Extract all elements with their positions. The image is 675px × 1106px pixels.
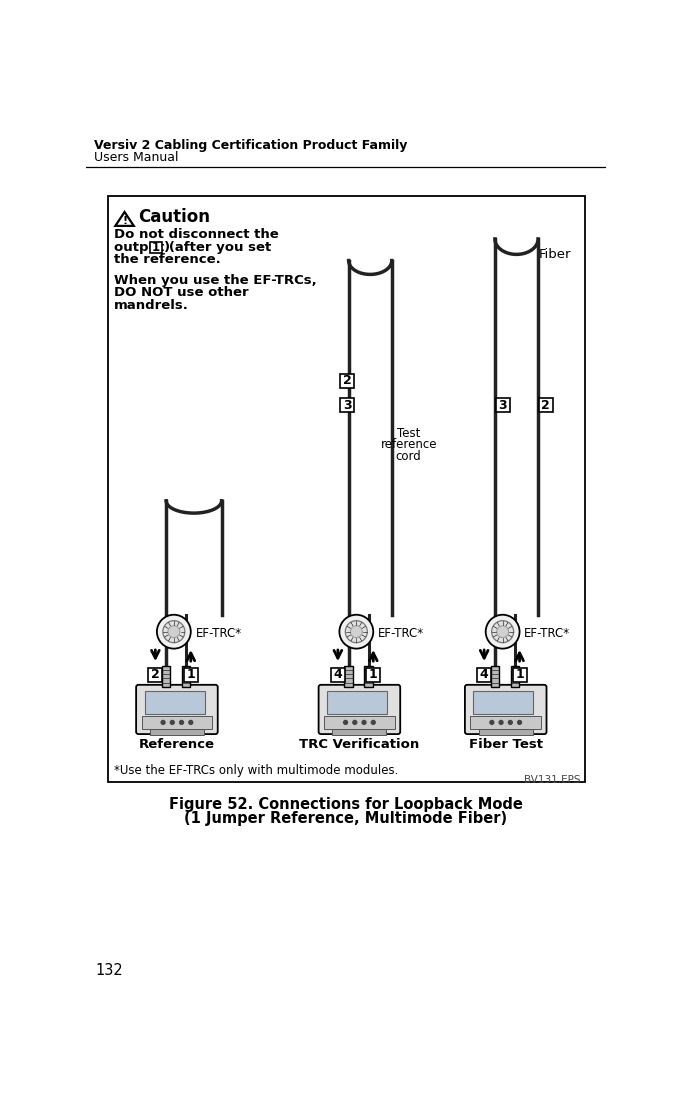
Bar — [470, 717, 541, 729]
Text: BV131.EPS: BV131.EPS — [524, 774, 580, 784]
Bar — [150, 729, 204, 734]
Polygon shape — [115, 212, 134, 226]
Text: 132: 132 — [95, 963, 123, 978]
Bar — [477, 668, 491, 681]
Bar — [512, 668, 527, 681]
Bar — [151, 242, 162, 253]
Text: EF-TRC*: EF-TRC* — [378, 627, 424, 639]
Bar — [331, 668, 345, 681]
Text: !: ! — [122, 216, 127, 226]
Text: Caution: Caution — [138, 208, 211, 227]
Text: ) after you set: ) after you set — [164, 241, 271, 254]
Circle shape — [500, 720, 503, 724]
Circle shape — [486, 615, 520, 648]
Bar — [162, 666, 170, 687]
Text: *Use the EF-TRCs only with multimode modules.: *Use the EF-TRCs only with multimode mod… — [114, 764, 398, 776]
Circle shape — [490, 720, 494, 724]
Text: 1: 1 — [152, 241, 160, 254]
Text: (1 Jumper Reference, Multimode Fiber): (1 Jumper Reference, Multimode Fiber) — [184, 812, 507, 826]
Text: 2: 2 — [541, 399, 550, 411]
Bar — [511, 666, 519, 687]
Text: Users Manual: Users Manual — [94, 150, 178, 164]
Bar — [340, 374, 354, 387]
Bar — [148, 668, 162, 681]
Circle shape — [508, 720, 512, 724]
Circle shape — [350, 626, 362, 637]
Text: Do not disconnect the: Do not disconnect the — [114, 228, 279, 241]
Bar — [491, 666, 500, 687]
Text: Test: Test — [397, 427, 421, 439]
Text: 1: 1 — [369, 668, 377, 681]
Circle shape — [344, 720, 348, 724]
Bar — [182, 666, 190, 687]
Circle shape — [371, 720, 375, 724]
Bar — [495, 398, 510, 413]
Circle shape — [362, 720, 366, 724]
Circle shape — [180, 720, 184, 724]
Bar — [473, 691, 533, 714]
Bar — [479, 729, 533, 734]
FancyBboxPatch shape — [319, 685, 400, 734]
Text: Fiber Test: Fiber Test — [468, 738, 543, 751]
Text: 2: 2 — [151, 668, 160, 681]
Text: EF-TRC*: EF-TRC* — [195, 627, 242, 639]
Text: DO NOT use other: DO NOT use other — [114, 286, 248, 300]
Text: 3: 3 — [498, 399, 507, 411]
FancyBboxPatch shape — [465, 685, 547, 734]
Text: Reference: Reference — [139, 738, 215, 751]
Text: 4: 4 — [480, 668, 489, 681]
Text: the reference.: the reference. — [114, 253, 221, 267]
Circle shape — [346, 620, 367, 643]
Bar — [144, 691, 205, 714]
Circle shape — [353, 720, 356, 724]
Bar — [327, 691, 387, 714]
Circle shape — [161, 720, 165, 724]
Circle shape — [170, 720, 174, 724]
Text: mandrels.: mandrels. — [114, 299, 188, 312]
Text: EF-TRC*: EF-TRC* — [524, 627, 570, 639]
Circle shape — [340, 615, 373, 648]
Circle shape — [189, 720, 192, 724]
Bar — [340, 398, 354, 413]
Bar — [367, 668, 380, 681]
Text: cord: cord — [396, 450, 422, 462]
Circle shape — [491, 620, 514, 643]
Text: 4: 4 — [333, 668, 342, 681]
Bar — [184, 668, 198, 681]
FancyBboxPatch shape — [136, 685, 218, 734]
Text: output (: output ( — [114, 241, 175, 254]
Circle shape — [163, 620, 185, 643]
Bar — [324, 717, 395, 729]
Bar — [539, 398, 553, 413]
Bar — [344, 666, 353, 687]
Text: Figure 52. Connections for Loopback Mode: Figure 52. Connections for Loopback Mode — [169, 796, 522, 812]
Circle shape — [518, 720, 522, 724]
Bar — [333, 729, 386, 734]
Bar — [142, 717, 213, 729]
Text: Versiv 2 Cabling Certification Product Family: Versiv 2 Cabling Certification Product F… — [94, 139, 407, 153]
Text: When you use the EF-TRCs,: When you use the EF-TRCs, — [114, 274, 317, 288]
Text: 3: 3 — [343, 399, 352, 411]
Text: Fiber: Fiber — [539, 248, 571, 261]
Text: 2: 2 — [343, 374, 352, 387]
Text: reference: reference — [381, 438, 437, 451]
Text: 1: 1 — [186, 668, 195, 681]
Text: TRC Verification: TRC Verification — [299, 738, 420, 751]
Bar — [364, 666, 373, 687]
Circle shape — [168, 626, 180, 637]
Circle shape — [157, 615, 191, 648]
Text: 1: 1 — [515, 668, 524, 681]
Circle shape — [497, 626, 508, 637]
Bar — [107, 196, 585, 782]
